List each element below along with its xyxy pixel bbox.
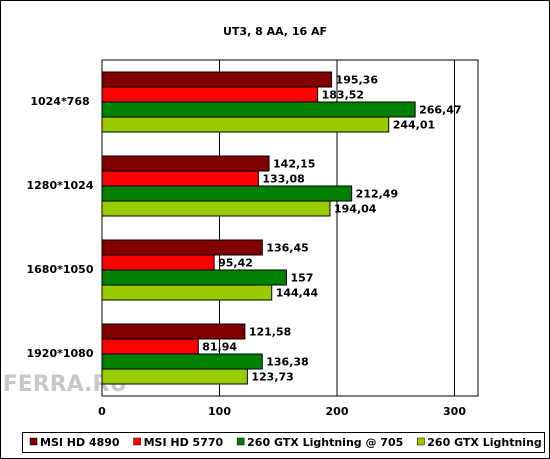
value-label: 81,94 bbox=[202, 341, 237, 354]
value-label: 136,38 bbox=[266, 356, 308, 369]
bar bbox=[101, 368, 248, 385]
value-label: 133,08 bbox=[262, 173, 304, 186]
bar bbox=[101, 86, 319, 103]
y-tick-label: 1680*1050 bbox=[27, 263, 94, 276]
value-label: 142,15 bbox=[273, 158, 315, 171]
bar bbox=[101, 155, 270, 172]
value-label: 183,52 bbox=[322, 89, 364, 102]
legend-swatch bbox=[417, 437, 425, 446]
value-label: 195,36 bbox=[336, 74, 379, 87]
bar bbox=[101, 254, 215, 271]
legend-swatch bbox=[133, 437, 141, 446]
bar bbox=[101, 353, 263, 370]
value-label: 95,42 bbox=[218, 257, 253, 270]
bar bbox=[101, 323, 246, 340]
value-label: 244,01 bbox=[393, 119, 435, 132]
legend-box bbox=[22, 432, 545, 453]
legend-label: 260 GTX Lightning bbox=[427, 436, 542, 449]
bar bbox=[101, 200, 331, 217]
value-label: 212,49 bbox=[356, 188, 398, 201]
value-label: 136,45 bbox=[266, 242, 308, 255]
legend-label: MSI HD 4890 bbox=[40, 436, 120, 449]
x-tick-label: 0 bbox=[98, 405, 106, 418]
legend-label: 260 GTX Lightning @ 705 bbox=[247, 436, 403, 449]
value-label: 121,58 bbox=[249, 326, 291, 339]
x-tick-label: 200 bbox=[326, 405, 349, 418]
bar bbox=[101, 71, 333, 88]
x-tick-label: 300 bbox=[443, 405, 466, 418]
bar bbox=[101, 239, 263, 256]
legend-swatch bbox=[236, 437, 245, 446]
legend-swatch bbox=[29, 437, 38, 446]
bar bbox=[101, 269, 287, 286]
y-tick-label: 1280*1024 bbox=[27, 179, 94, 192]
value-label: 157 bbox=[290, 272, 313, 285]
y-tick-label: 1024*768 bbox=[30, 95, 89, 108]
bar bbox=[101, 338, 199, 355]
bar bbox=[101, 185, 353, 202]
y-tick-label: 1920*1080 bbox=[27, 347, 94, 360]
value-label: 144,44 bbox=[276, 287, 319, 300]
bar bbox=[101, 170, 259, 187]
value-label: 123,73 bbox=[251, 371, 293, 384]
bar bbox=[101, 116, 390, 133]
chart-title: UT3, 8 AA, 16 AF bbox=[223, 25, 327, 38]
bar bbox=[101, 284, 273, 301]
bar bbox=[101, 101, 416, 118]
value-label: 266,47 bbox=[419, 104, 461, 117]
value-label: 194,04 bbox=[334, 203, 377, 216]
x-tick-label: 100 bbox=[208, 405, 231, 418]
legend-label: MSI HD 5770 bbox=[144, 436, 224, 449]
